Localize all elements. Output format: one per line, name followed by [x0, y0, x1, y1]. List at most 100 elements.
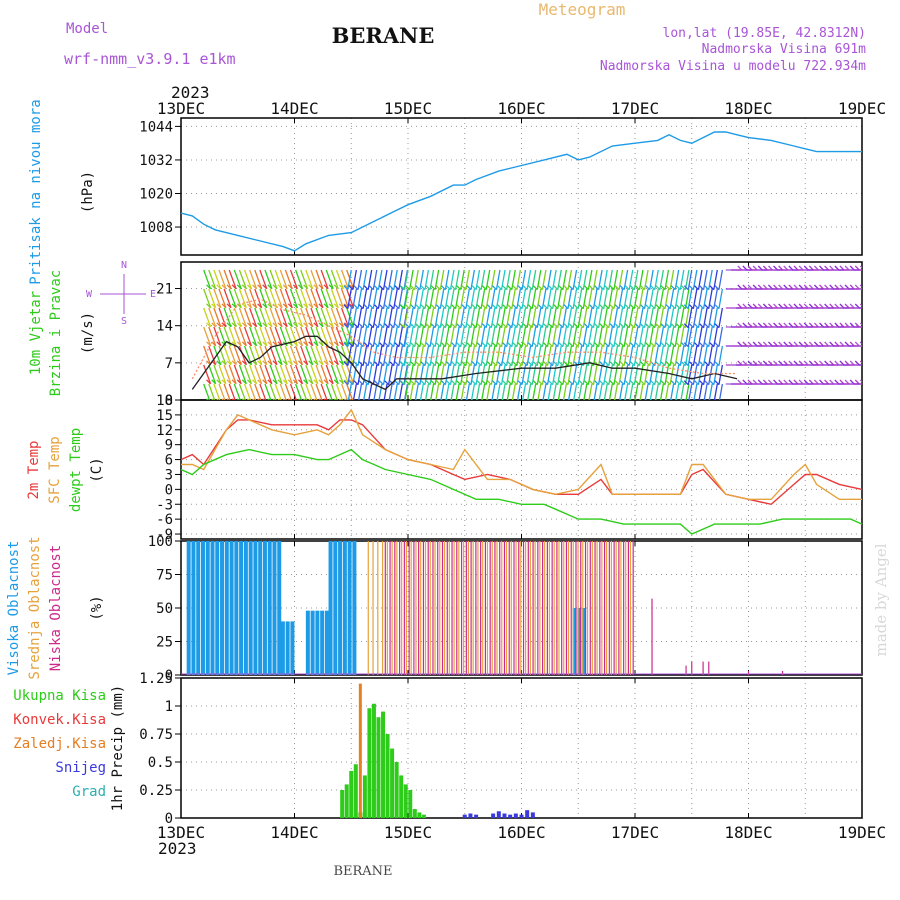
wind-barb	[654, 364, 659, 385]
wind-barb	[398, 364, 403, 385]
wind-barb-flag	[757, 322, 763, 328]
wind-barb-flag	[466, 361, 472, 367]
wind-barb	[289, 364, 298, 385]
wind-barb-flag	[537, 361, 543, 367]
wind-barb	[485, 288, 491, 309]
wind-barb-flag	[308, 303, 314, 309]
wind-barb	[408, 288, 414, 309]
wind-barb-flag	[308, 379, 314, 385]
wind-barb	[470, 269, 476, 290]
wind-barb-flag	[282, 284, 288, 290]
wind-barb-flag	[655, 380, 661, 386]
wind-barb	[634, 383, 639, 400]
wind-barb	[531, 269, 537, 290]
wind-barb-flag	[589, 380, 594, 386]
wind-barb	[618, 288, 624, 309]
wind-barb-flag	[793, 322, 799, 328]
wind-barb-flag	[854, 379, 860, 385]
wind-barb	[702, 307, 708, 328]
wind-barb	[577, 326, 583, 347]
wind-barb-flag	[384, 361, 390, 367]
wind-barb-flag	[699, 380, 705, 386]
wind-barb	[259, 269, 268, 290]
wind-barb	[603, 383, 608, 400]
wind-barb	[340, 326, 350, 347]
wind-barb	[274, 345, 283, 366]
wind-barb-flag	[476, 285, 482, 291]
wind-barb	[264, 307, 273, 328]
wind-barb	[603, 269, 608, 290]
wind-barb-flag	[844, 360, 850, 366]
wind-barb	[325, 383, 333, 400]
wind-barb	[664, 345, 670, 366]
wind-barb	[567, 326, 573, 347]
wind-barb-flag	[287, 322, 293, 328]
wind-barb	[485, 364, 491, 385]
ytick-label: 1	[165, 699, 173, 715]
wind-barb-flag	[368, 342, 374, 348]
wind-barb	[603, 326, 608, 347]
precip-bar	[502, 813, 507, 818]
wind-barb	[587, 307, 593, 328]
wind-barb-flag	[476, 304, 482, 310]
wind-barb-flag	[420, 304, 426, 310]
wind-barb-flag	[839, 303, 845, 309]
wind-barb-flag	[594, 342, 600, 348]
wind-barb-flag	[257, 379, 263, 385]
wind-barb	[480, 288, 486, 309]
wind-barb	[393, 288, 398, 309]
wind-barb-flag	[262, 360, 268, 366]
wind-barb-flag	[665, 342, 671, 348]
wind-barb	[335, 326, 344, 347]
cloud-bar-visoka-oblacnost	[205, 541, 210, 675]
wind-barb	[289, 288, 298, 309]
wind-barb	[500, 364, 506, 385]
wind-barb	[465, 269, 470, 290]
wind-barb	[295, 307, 304, 328]
wind-barb-flag	[389, 323, 395, 329]
wind-barb	[233, 345, 242, 366]
wind-barb-flag	[323, 303, 329, 309]
wind-barb-flag	[699, 342, 705, 348]
wind-barb	[382, 364, 388, 385]
wind-barb-flag	[854, 265, 860, 271]
wind-barb-flag	[694, 323, 699, 329]
wind-barb	[340, 269, 350, 290]
wind-barb	[254, 364, 263, 385]
wind-barb-flag	[543, 323, 548, 329]
wind-barb-flag	[793, 379, 799, 385]
wind-barb	[362, 269, 368, 290]
wind-barb	[218, 269, 227, 290]
wind-barb-flag	[353, 361, 359, 367]
wind-barb-flag	[773, 322, 779, 328]
wind-barb-flag	[683, 342, 689, 348]
wind-barb-flag	[670, 304, 676, 310]
wind-barb-flag	[619, 342, 625, 348]
wind-barb-flag	[231, 322, 237, 328]
wind-barb-flag	[609, 323, 615, 329]
wind-barb-flag	[849, 360, 855, 366]
precip-bar	[385, 734, 390, 818]
wind-barb-flag	[368, 304, 374, 310]
wind-barb	[516, 326, 522, 347]
wind-barb	[357, 269, 363, 290]
wind-barb-flag	[543, 361, 548, 367]
wind-barb-flag	[394, 304, 400, 310]
wind-barb-flag	[328, 284, 334, 290]
wind-barb-flag	[675, 304, 681, 310]
ytick-label: -6	[156, 512, 173, 528]
wind-barb-flag	[568, 342, 574, 348]
wind-barb	[708, 383, 713, 400]
wind-barb-flag	[865, 361, 869, 365]
cloud-ylabel-group: Visoka Oblacnost Srednja Oblacnost Niska…	[6, 536, 105, 679]
wind-barb-flag	[394, 380, 400, 386]
wind-barb	[213, 364, 222, 385]
precip-bar	[530, 812, 535, 818]
cloud-bar-visoka-oblacnost	[267, 541, 272, 675]
wind-barb	[506, 288, 511, 309]
wind-barb-flag	[298, 322, 303, 328]
wind-barb	[347, 345, 352, 366]
wind-barb-flag	[629, 285, 635, 291]
wind-barb-flag	[348, 323, 354, 329]
wind-barb-flag	[226, 284, 232, 290]
